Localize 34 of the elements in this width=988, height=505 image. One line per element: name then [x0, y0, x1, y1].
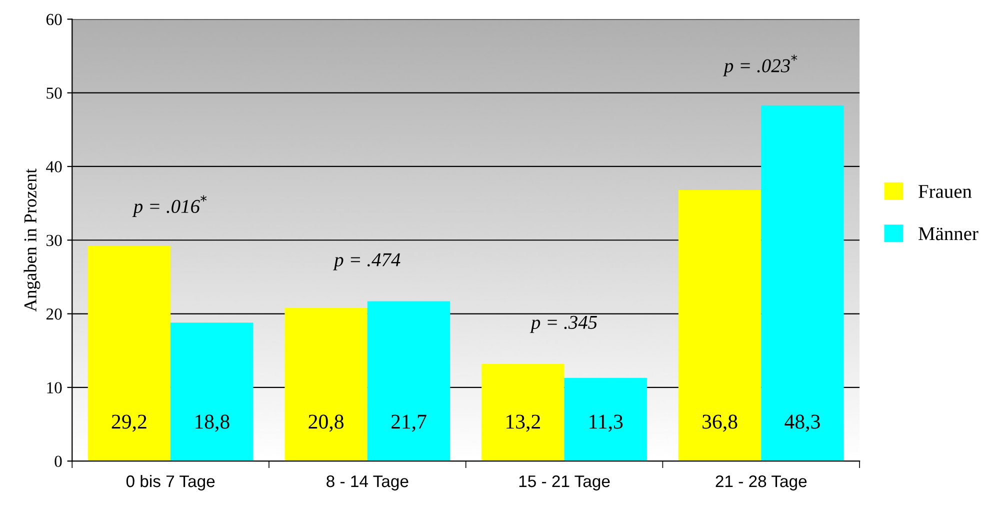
annotation: p = .016$^{*}$ — [132, 195, 207, 217]
annotation: p = .474 — [332, 253, 400, 270]
y-tick-label: 50 — [46, 88, 62, 99]
bar — [284, 308, 368, 462]
legend-label: Frauen — [918, 185, 972, 198]
bar — [482, 364, 564, 462]
data-label: 18,8 — [195, 414, 230, 432]
data-label: 21,7 — [391, 414, 426, 432]
x-tick-label: 0 bis 7 Tage — [126, 474, 215, 490]
bar — [678, 190, 762, 462]
y-axis-title: Angaben in Prozent — [24, 168, 40, 312]
annotation: p = .023$^{*}$ — [722, 54, 798, 76]
y-tick-label: 30 — [46, 234, 62, 246]
y-tick-label: 60 — [46, 14, 62, 26]
annotation: p = .345 — [530, 316, 597, 333]
legend-label: Männer — [918, 227, 978, 240]
bar — [761, 105, 844, 462]
data-label: 48,3 — [784, 414, 820, 432]
data-label: 20,8 — [308, 414, 344, 432]
bar — [88, 246, 171, 462]
data-label: 11,3 — [590, 414, 623, 432]
y-tick-label: 0 — [54, 456, 62, 468]
data-label: 36,8 — [702, 414, 738, 432]
data-label: 13,2 — [506, 414, 540, 432]
x-tick-label: 21 - 28 Tage — [716, 475, 807, 490]
x-tick-label: 8 - 14 Tage — [326, 475, 408, 490]
y-tick-label: 10 — [47, 382, 62, 394]
y-tick-label: 20 — [46, 308, 62, 320]
bar — [170, 322, 254, 462]
y-tick-label: 40 — [46, 161, 62, 172]
bar — [564, 378, 647, 462]
bar — [367, 301, 450, 462]
x-tick-label: 15 - 21 Tage — [519, 475, 610, 490]
data-label: 29,2 — [112, 414, 146, 432]
